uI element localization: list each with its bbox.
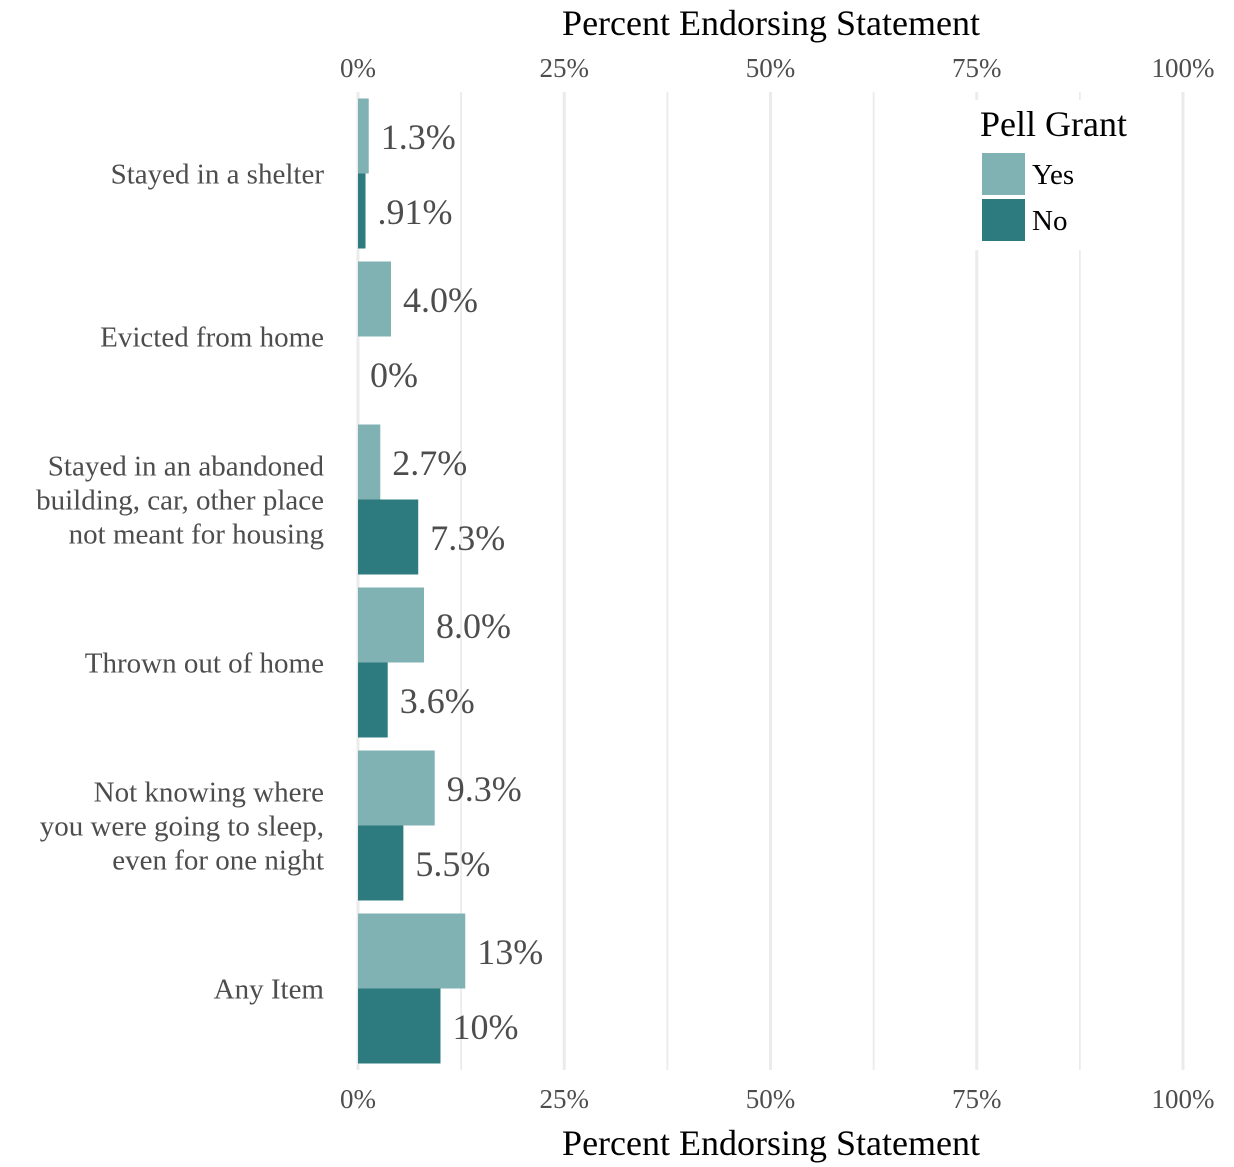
x-axis-title-bottom: Percent Endorsing Statement — [562, 1123, 980, 1163]
bar-yes — [358, 913, 466, 989]
x-tick-label: 0% — [340, 53, 376, 83]
value-label: .91% — [378, 192, 453, 232]
legend-label-yes: Yes — [1032, 159, 1074, 191]
legend-swatch-yes — [982, 153, 1025, 195]
x-axis-bottom-ticks: 0% 25% 50% 75% 100% — [340, 1084, 1215, 1114]
bar-yes — [358, 98, 369, 174]
x-tick-label: 50% — [746, 1084, 796, 1114]
bar-no — [358, 825, 404, 901]
x-tick-label: 25% — [540, 1084, 590, 1114]
value-label: 7.3% — [430, 518, 505, 558]
bar-no — [358, 988, 441, 1064]
value-label: 3.6% — [400, 681, 475, 721]
value-label: 1.3% — [381, 117, 456, 157]
bar-yes — [358, 750, 435, 826]
category-label: Any Item — [214, 974, 325, 1006]
x-tick-label: 0% — [340, 1084, 376, 1114]
x-axis-top-ticks: 0% 25% 50% 75% 100% — [340, 53, 1215, 83]
category-labels: Stayed in a shelter Evicted from home Stay… — [36, 159, 324, 1006]
x-axis-title-top: Percent Endorsing Statement — [562, 3, 980, 43]
value-label: 13% — [477, 932, 543, 972]
bar-no — [358, 662, 388, 738]
bar-no — [358, 499, 419, 575]
bars — [358, 98, 466, 1064]
value-label: 2.7% — [392, 443, 467, 483]
x-tick-label: 25% — [540, 53, 590, 83]
bar-yes — [358, 587, 424, 663]
x-tick-label: 100% — [1152, 53, 1215, 83]
value-label: 5.5% — [415, 844, 490, 884]
value-label: 8.0% — [436, 606, 511, 646]
category-label: Stayed in a shelter — [111, 159, 325, 191]
x-tick-label: 75% — [952, 53, 1002, 83]
bar-yes — [358, 424, 381, 500]
value-label: 0% — [370, 355, 418, 395]
category-label: Evicted from home — [100, 322, 324, 354]
value-labels: 1.3% .91% 4.0% 0% 2.7% 7.3% 8.0% 3.6% 9.3% 5.5% 13… — [370, 117, 543, 1047]
gridlines — [356, 92, 1185, 1070]
category-label: Thrown out of home — [85, 648, 324, 680]
category-label: Not knowing where you were going to sleep… — [40, 777, 324, 877]
legend-title: Pell Grant — [980, 104, 1127, 144]
bar-yes — [358, 261, 391, 337]
x-tick-label: 50% — [746, 53, 796, 83]
value-label: 4.0% — [403, 280, 478, 320]
x-tick-label: 75% — [952, 1084, 1002, 1114]
legend: Pell Grant Yes No — [975, 100, 1147, 250]
value-label: 9.3% — [447, 769, 522, 809]
bar-no — [358, 173, 366, 249]
category-label: Stayed in an abandoned building, car, oth… — [36, 451, 324, 551]
value-label: 10% — [453, 1007, 519, 1047]
x-tick-label: 100% — [1152, 1084, 1215, 1114]
legend-swatch-no — [982, 199, 1025, 241]
legend-label-no: No — [1032, 205, 1067, 237]
